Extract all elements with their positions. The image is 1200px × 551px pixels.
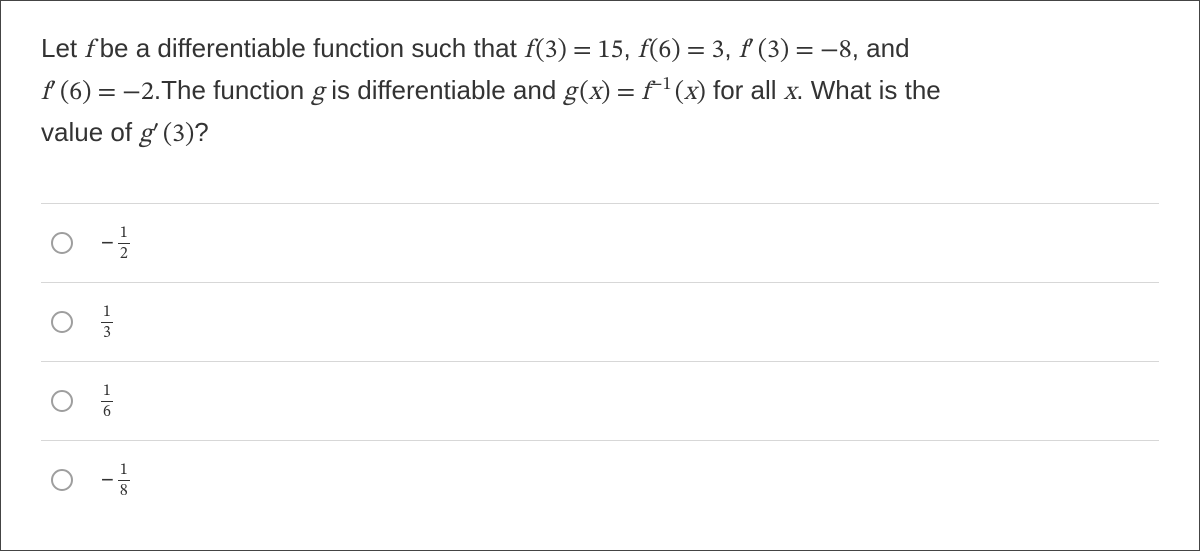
option-b[interactable]: 1 3	[41, 283, 1159, 362]
math-g: g	[311, 80, 324, 106]
math-x: x	[784, 80, 796, 106]
option-d-value: − 1 8	[101, 462, 130, 499]
fraction: 1 3	[101, 304, 113, 341]
denominator: 3	[101, 322, 113, 341]
negative-sign: −	[101, 232, 114, 254]
question-text-4: ,	[724, 33, 738, 63]
math-fprime3: f′ (3) = −8	[739, 38, 852, 64]
numerator: 1	[101, 383, 113, 401]
radio-icon[interactable]	[51, 390, 73, 412]
numerator: 1	[101, 304, 113, 322]
denominator: 2	[118, 243, 130, 262]
option-c-value: 1 6	[101, 383, 113, 420]
option-d[interactable]: − 1 8	[41, 441, 1159, 519]
option-b-value: 1 3	[101, 304, 113, 341]
question-text-8: for all	[706, 75, 784, 105]
question-text-10: value of	[41, 117, 139, 147]
math-f3: f (3) = 15	[524, 38, 623, 64]
option-c[interactable]: 1 6	[41, 362, 1159, 441]
radio-icon[interactable]	[51, 232, 73, 254]
math-fprime6: f′ (6) = −2	[41, 80, 154, 106]
math-gx-finv: g (x) = f−1 (x)	[564, 80, 706, 106]
option-a[interactable]: − 1 2	[41, 204, 1159, 283]
question-text-2: be a differentiable function such that	[92, 33, 524, 63]
question-text-7: is differentiable and	[324, 75, 563, 105]
denominator: 8	[118, 480, 130, 499]
radio-icon[interactable]	[51, 311, 73, 333]
numerator: 1	[118, 225, 130, 243]
option-a-value: − 1 2	[101, 225, 130, 262]
question-text-6: .The function	[154, 75, 312, 105]
options-list: − 1 2 1 3 1 6	[41, 203, 1159, 519]
denominator: 6	[101, 401, 113, 420]
question-text-5: , and	[852, 33, 910, 63]
question-text-1: Let	[41, 33, 84, 63]
math-f6: f (6) = 3	[638, 38, 724, 64]
fraction: 1 8	[118, 462, 130, 499]
fraction: 1 2	[118, 225, 130, 262]
question-page: Let f be a differentiable function such …	[0, 0, 1200, 551]
question-stem: Let f be a differentiable function such …	[41, 29, 1151, 155]
negative-sign: −	[101, 469, 114, 491]
math-gprime3: g′ (3)	[139, 122, 194, 148]
radio-icon[interactable]	[51, 469, 73, 491]
question-text-3: ,	[623, 33, 637, 63]
question-text-9: . What is the	[796, 75, 941, 105]
question-text-11: ?	[194, 117, 208, 147]
fraction: 1 6	[101, 383, 113, 420]
numerator: 1	[118, 462, 130, 480]
